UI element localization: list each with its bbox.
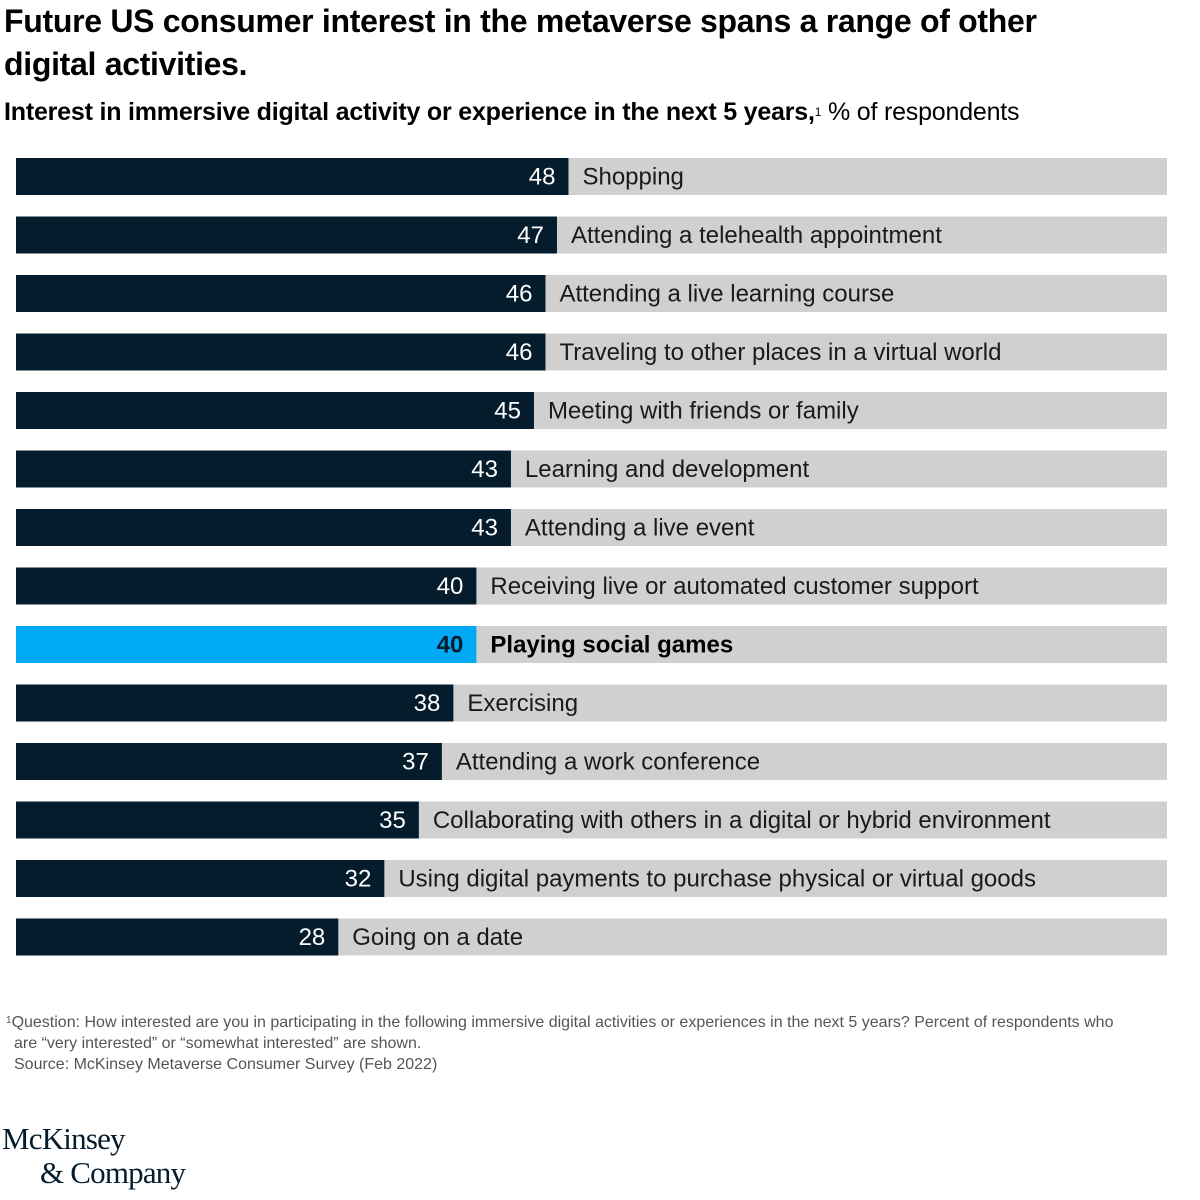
bar-category-label: Collaborating with others in a digital o… [433, 807, 1051, 834]
bar [16, 275, 546, 312]
bar-value-label: 46 [506, 281, 533, 308]
bar-category-label: Attending a live learning course [559, 281, 894, 308]
bar-row: 46 Attending a live learning course [16, 275, 1167, 312]
bar-category-label: Exercising [467, 690, 578, 717]
logo-line1: McKinsey [2, 1121, 126, 1156]
mckinsey-logo: McKinsey & Company [2, 1121, 186, 1190]
bar-row: 45 Meeting with friends or family [16, 392, 1167, 429]
bar-category-label: Attending a live event [525, 515, 755, 542]
bar [16, 743, 442, 780]
bar [16, 801, 419, 839]
bar [16, 216, 557, 254]
bar [16, 158, 569, 195]
bar-row: 35 Collaborating with others in a digital… [16, 801, 1167, 839]
bar-category-label: Meeting with friends or family [548, 398, 859, 425]
footnote: 1Question: How interested are you in par… [6, 1012, 1181, 1054]
footnote-text-line2: are “very interested” or “somewhat inter… [14, 1035, 422, 1052]
chart-title: Future US consumer interest in the metav… [4, 3, 1037, 82]
bar [16, 684, 454, 722]
bar [16, 450, 511, 488]
logo-line2: & Company [40, 1155, 186, 1190]
bar-value-label: 45 [494, 398, 521, 425]
bar-value-label: 43 [471, 515, 498, 542]
bar-category-label: Attending a work conference [456, 749, 760, 776]
bar-chart: 48 Shopping 47 Attending a telehealth appoi… [16, 158, 1167, 956]
bar [16, 918, 339, 956]
subtitle-footnote-marker: 1 [814, 105, 822, 119]
bar-row: 37 Attending a work conference [16, 743, 1167, 780]
bar-value-label: 32 [345, 866, 372, 893]
bar-row: 48 Shopping [16, 158, 1167, 195]
subtitle-main: Interest in immersive digital activity o… [4, 98, 815, 126]
bar-category-label: Going on a date [352, 924, 523, 951]
bar-value-label: 48 [529, 164, 556, 191]
bar-row: 28 Going on a date [16, 918, 1167, 956]
bar [16, 509, 511, 546]
bar-row: 47 Attending a telehealth appointment [16, 216, 1167, 254]
bar-value-label: 37 [402, 749, 429, 776]
bar [16, 567, 477, 605]
chart-subtitle: Interest in immersive digital activity o… [4, 96, 1184, 132]
bar-category-label: Playing social games [490, 632, 733, 659]
bar-value-label: 35 [379, 807, 406, 834]
source-note: Source: McKinsey Metaverse Consumer Surv… [14, 1056, 438, 1073]
bar [16, 392, 534, 429]
bar-value-label: 46 [506, 339, 533, 366]
bar-row: 32 Using digital payments to purchase phy… [16, 860, 1167, 897]
bar-value-label: 38 [414, 690, 441, 717]
footnote-marker: 1 [6, 1015, 12, 1026]
bar-value-label: 40 [437, 632, 464, 659]
bar-category-label: Shopping [582, 164, 683, 191]
bar-highlight [16, 626, 477, 663]
bar-row: 46 Traveling to other places in a virtual… [16, 333, 1167, 371]
bar-category-label: Learning and development [525, 456, 810, 483]
bar-row: 38 Exercising [16, 684, 1167, 722]
bar-row: 43 Attending a live event [16, 509, 1167, 546]
bar [16, 333, 546, 371]
bar [16, 860, 385, 897]
bar-category-label: Attending a telehealth appointment [571, 222, 942, 249]
bar-value-label: 47 [517, 222, 544, 249]
bar-category-label: Receiving live or automated customer sup… [490, 573, 979, 600]
subtitle-unit: % of respondents [821, 98, 1020, 126]
bar-category-label: Traveling to other places in a virtual w… [559, 339, 1001, 366]
footnote-text-line1: Question: How interested are you in part… [11, 1014, 1114, 1031]
bar-row: 40 Playing social games [16, 626, 1167, 663]
bar-value-label: 28 [299, 924, 326, 951]
bar-category-label: Using digital payments to purchase physi… [398, 866, 1036, 893]
bar-row: 40 Receiving live or automated customer s… [16, 567, 1167, 605]
bar-row: 43 Learning and development [16, 450, 1167, 488]
bar-value-label: 43 [471, 456, 498, 483]
bar-value-label: 40 [437, 573, 464, 600]
